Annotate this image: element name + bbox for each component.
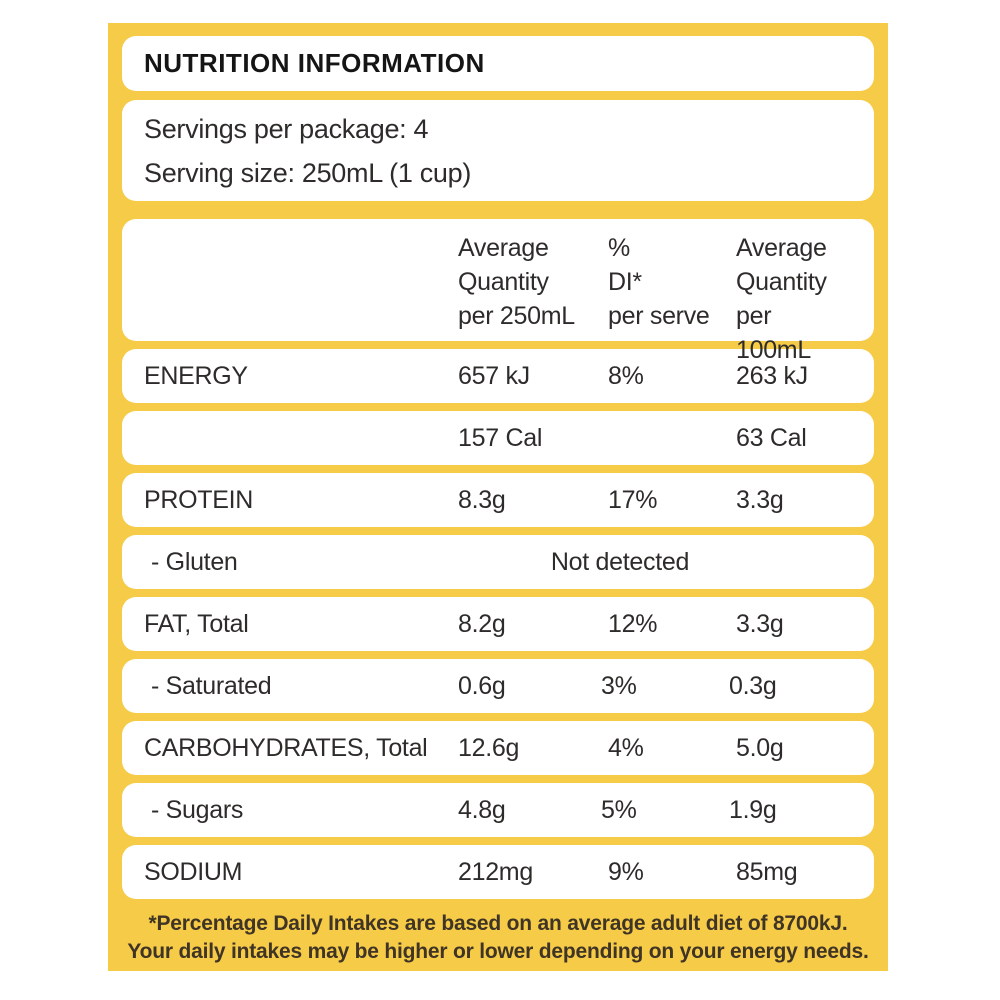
row-qty-250ml: 657 kJ xyxy=(458,361,530,390)
column-header-avg-100ml: Average Quantity per 100mL xyxy=(736,234,827,364)
row-qty-250ml: 4.8g xyxy=(458,795,506,824)
row-label: - Saturated xyxy=(151,671,272,700)
column-header-avg-250ml: Average Quantity per 250mL xyxy=(458,234,575,330)
row-di-percent: 17% xyxy=(608,485,658,514)
row-label: PROTEIN xyxy=(144,485,254,514)
row-label: ENERGY xyxy=(144,361,248,390)
row-protein: PROTEIN 8.3g 17% 3.3g xyxy=(122,473,874,527)
footnote-line-2: Your daily intakes may be higher or lowe… xyxy=(127,940,869,963)
column-headers-box: Average Quantity per 250mL % DI* per ser… xyxy=(122,219,874,364)
row-carbohydrates-total: CARBOHYDRATES, Total 12.6g 4% 5.0g xyxy=(122,721,874,775)
nutrition-panel: NUTRITION INFORMATION Servings per packa… xyxy=(108,23,888,971)
row-qty-100ml: 0.3g xyxy=(729,671,777,700)
row-qty-250ml: 212mg xyxy=(458,857,533,886)
row-di-percent: 4% xyxy=(608,733,644,762)
row-gluten: - Gluten Not detected xyxy=(122,535,874,589)
row-gluten-result: Not detected xyxy=(550,547,690,576)
row-energy: ENERGY 657 kJ 8% 263 kJ xyxy=(122,349,874,403)
row-di-percent: 8% xyxy=(608,361,644,390)
row-di-percent: 9% xyxy=(608,857,644,886)
row-qty-100ml: 85mg xyxy=(736,857,798,886)
row-di-percent: 3% xyxy=(601,671,637,700)
footnote-line-1: *Percentage Daily Intakes are based on a… xyxy=(148,912,848,935)
row-qty-100ml: 3.3g xyxy=(736,609,784,638)
daily-intake-footnote: *Percentage Daily Intakes are based on a… xyxy=(122,910,874,966)
row-qty-100ml: 1.9g xyxy=(729,795,777,824)
servings-box: Servings per package: 4 Serving size: 25… xyxy=(122,100,874,201)
row-qty-100ml: 263 kJ xyxy=(736,361,808,390)
row-sodium: SODIUM 212mg 9% 85mg xyxy=(122,845,874,899)
row-label: SODIUM xyxy=(144,857,243,886)
row-qty-250ml: 0.6g xyxy=(458,671,506,700)
row-label: FAT, Total xyxy=(144,609,249,638)
serving-size: Serving size: 250mL (1 cup) xyxy=(144,157,472,188)
row-qty-250ml: 12.6g xyxy=(458,733,520,762)
row-fat-total: FAT, Total 8.2g 12% 3.3g xyxy=(122,597,874,651)
row-energy-calories: 157 Cal 63 Cal xyxy=(122,411,874,465)
servings-per-package: Servings per package: 4 xyxy=(144,113,429,144)
row-qty-100ml: 63 Cal xyxy=(736,423,807,452)
panel-title-box: NUTRITION INFORMATION xyxy=(122,36,874,91)
row-di-percent: 5% xyxy=(601,795,637,824)
row-label: - Gluten xyxy=(151,547,238,576)
panel-title: NUTRITION INFORMATION xyxy=(144,48,485,78)
row-qty-100ml: 5.0g xyxy=(736,733,784,762)
column-header-di-per-serve: % DI* per serve xyxy=(608,234,710,330)
row-sugars: - Sugars 4.8g 5% 1.9g xyxy=(122,783,874,837)
row-qty-250ml: 157 Cal xyxy=(458,423,543,452)
row-label: - Sugars xyxy=(151,795,244,824)
row-di-percent: 12% xyxy=(608,609,658,638)
row-qty-250ml: 8.2g xyxy=(458,609,506,638)
row-qty-250ml: 8.3g xyxy=(458,485,506,514)
row-fat-saturated: - Saturated 0.6g 3% 0.3g xyxy=(122,659,874,713)
row-label: CARBOHYDRATES, Total xyxy=(144,733,428,762)
row-qty-100ml: 3.3g xyxy=(736,485,784,514)
